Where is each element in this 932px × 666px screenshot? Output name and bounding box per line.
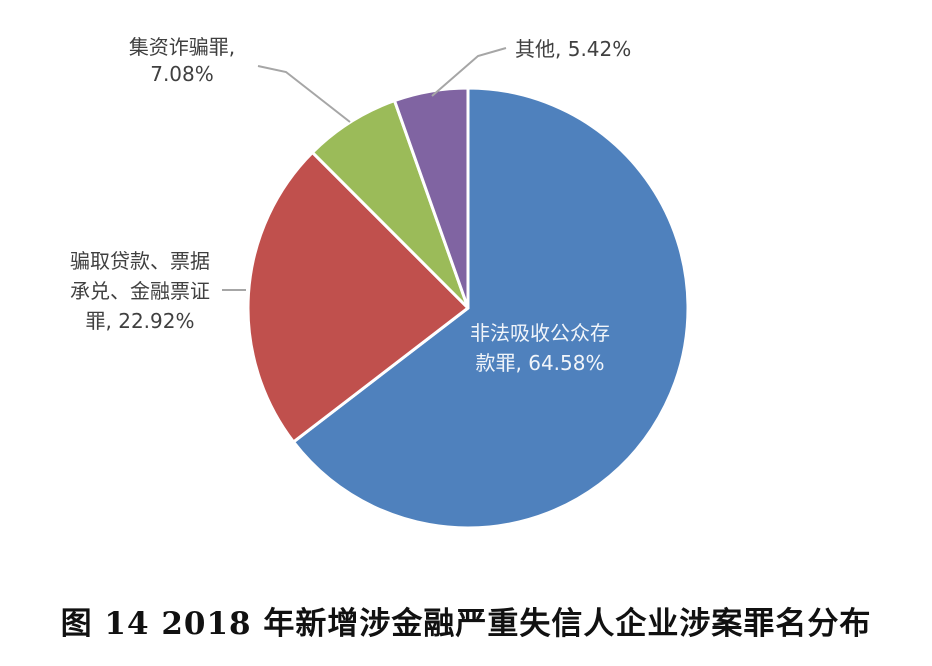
figure-caption: 图 14 2018 年新增涉金融严重失信人企业涉案罪名分布 xyxy=(60,606,872,642)
leader-line-4 xyxy=(431,47,507,97)
pie-slice-4 xyxy=(393,86,470,310)
slice-label-line: 7.08% xyxy=(150,62,214,86)
slice-label-line: 非法吸收公众存 xyxy=(470,321,610,345)
pie-slice-1 xyxy=(291,86,690,530)
slice-label-line: 承兑、金融票证 xyxy=(70,279,210,303)
leader-lines xyxy=(222,47,507,291)
slice-label-line: 集资诈骗罪, xyxy=(129,35,235,59)
slice-label-2: 骗取贷款、票据承兑、金融票证罪, 22.92% xyxy=(70,249,210,333)
slice-label-line: 款罪, 64.58% xyxy=(476,351,605,375)
slice-label-line: 罪, 22.92% xyxy=(86,309,195,333)
slice-label-4: 其他, 5.42% xyxy=(515,37,631,61)
leader-line-3 xyxy=(257,65,351,123)
pie-chart: 非法吸收公众存款罪, 64.58% 骗取贷款、票据承兑、金融票证罪, 22.92%… xyxy=(70,35,690,530)
pie-slice-2 xyxy=(246,150,470,444)
pie-slices xyxy=(246,86,690,530)
slice-labels: 非法吸收公众存款罪, 64.58% 骗取贷款、票据承兑、金融票证罪, 22.92%… xyxy=(70,35,631,375)
slice-label-line: 其他, 5.42% xyxy=(515,37,631,61)
slice-label-3: 集资诈骗罪, 7.08% xyxy=(129,35,235,86)
slice-label-1: 非法吸收公众存款罪, 64.58% xyxy=(470,321,610,375)
slice-label-line: 骗取贷款、票据 xyxy=(70,249,210,273)
